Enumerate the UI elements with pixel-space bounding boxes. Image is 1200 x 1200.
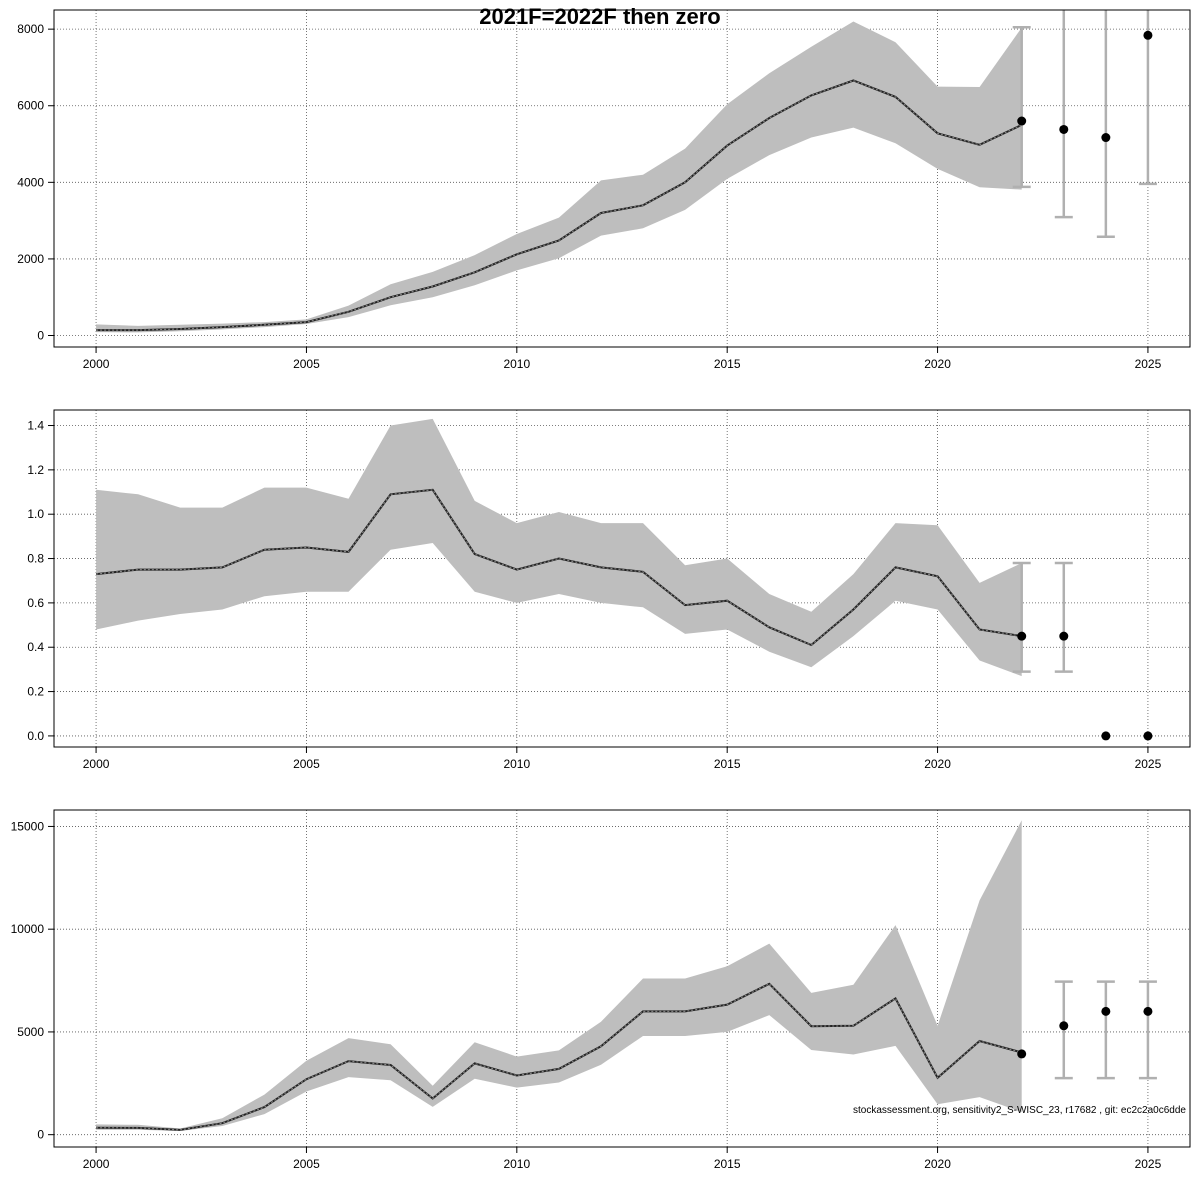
x-tick-label: 2015 [714,757,741,771]
x-tick-label: 2020 [924,757,951,771]
y-tick-label: 1.4 [27,419,44,433]
panel-ssb: 2000 2005 2010 2015 2020 2025 0 2000 4000 6000 800… [17,9,1191,371]
forecast-point [1143,1006,1153,1016]
x-tick-label: 2020 [924,357,951,371]
x-tick-label: 2010 [503,1157,530,1171]
y-tick-label: 0.2 [27,685,44,699]
y-tick-label: 1.2 [27,463,44,477]
estimate-line-dashed [96,79,1022,331]
y-tick-label: 5000 [17,1025,44,1039]
confidence-band [96,21,1022,333]
forecast-point [1017,116,1027,126]
chart-title: 2021F=2022F then zero [479,4,721,29]
forecast-point [1101,731,1111,741]
x-tick-label: 2025 [1135,757,1162,771]
y-tick-label: 0.8 [27,552,44,566]
forecast-point [1059,124,1069,134]
footnote: stockassessment.org, sensitivity2_S-WISC… [853,1105,1186,1116]
forecast-point [1101,133,1111,143]
y-tick-label: 6000 [17,99,44,113]
y-tick-label: 0.6 [27,596,44,610]
y-tick-label: 2000 [17,252,44,266]
x-tick-label: 2000 [83,1157,110,1171]
plot-frame [53,9,1191,348]
plot-frame [53,809,1191,1148]
x-tick-label: 2015 [714,357,741,371]
estimate-line-dashed [96,983,1022,1131]
x-tick-label: 2000 [83,757,110,771]
panel-recruitment: 2000 2005 2010 2015 2020 2025 0 5000 10000 15000 [11,809,1191,1171]
x-tick-label: 2020 [924,1157,951,1171]
x-tick-label: 2000 [83,357,110,371]
y-tick-label: 0 [37,329,44,343]
y-tick-label: 10000 [11,922,45,936]
forecast-point [1059,631,1069,641]
y-tick-label: 4000 [17,175,44,189]
x-tick-label: 2005 [293,1157,320,1171]
forecast-point [1101,1006,1111,1016]
x-tick-label: 2015 [714,1157,741,1171]
x-tick-label: 2010 [503,357,530,371]
y-tick-label: 0.0 [27,729,44,743]
y-tick-label: 15000 [11,819,45,833]
forecast-point [1143,731,1153,741]
panel-fishing-mortality: 2000 2005 2010 2015 2020 2025 0.0 0.2 0.4 0.6 0.8 1… [27,409,1191,771]
forecast-point [1017,1049,1027,1059]
confidence-band [96,418,1022,677]
plot-frame [53,409,1191,748]
y-tick-label: 0.4 [27,640,44,654]
y-tick-label: 1.0 [27,507,44,521]
y-tick-label: 8000 [17,22,44,36]
forecast-point [1059,1021,1069,1031]
x-tick-label: 2005 [293,357,320,371]
x-tick-label: 2005 [293,757,320,771]
x-tick-label: 2025 [1135,1157,1162,1171]
y-tick-label: 0 [37,1128,44,1142]
estimate-line-dashed [96,489,1022,646]
x-tick-label: 2010 [503,757,530,771]
forecast-point [1017,631,1027,641]
confidence-band [96,820,1022,1131]
forecast-point [1143,30,1153,40]
x-tick-label: 2025 [1135,357,1162,371]
